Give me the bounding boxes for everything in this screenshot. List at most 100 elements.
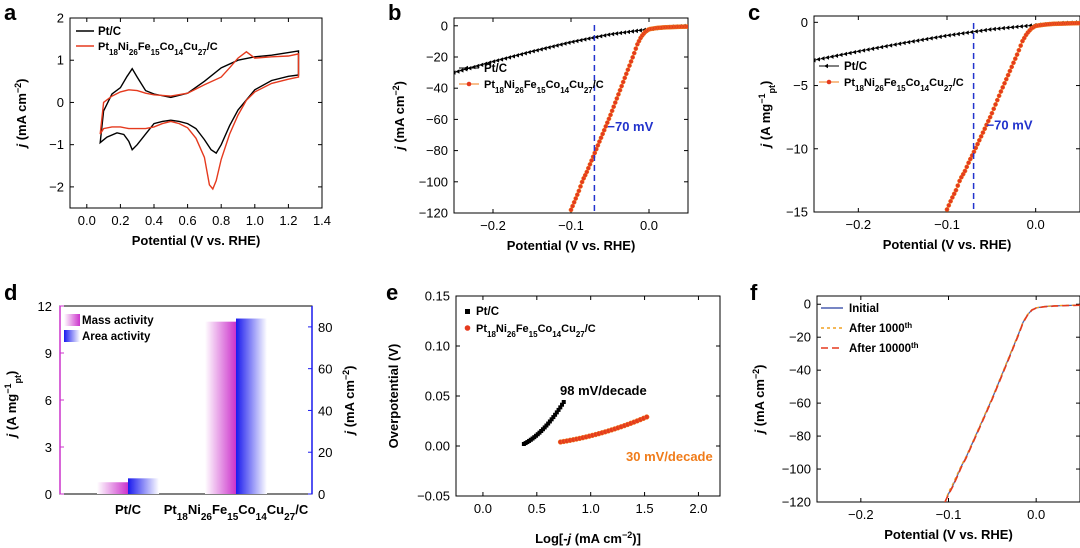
panel-c-alloy-line: [946, 22, 1080, 210]
panel-d-ytick-right-label: 20: [318, 445, 332, 460]
panel-c-alloy-marker: [1011, 60, 1016, 66]
panel-d-category-label: Pt18Ni26Fe15Co14Cu27/C: [164, 502, 309, 523]
panel-a-legend-label: Pt18Ni26Fe15Co14Cu27/C: [98, 41, 218, 57]
panel-c-alloy-marker: [964, 164, 970, 170]
panel-a-ytick-label: 0: [57, 95, 64, 110]
panel-d-ytick-left-label: 6: [45, 393, 52, 408]
panel-b-ptc-marker: [542, 46, 547, 51]
panel-c-legend-marker: [824, 63, 828, 69]
panel-b-xtick-label: −0.2: [480, 218, 506, 233]
panel-e-xtick-label: 2.0: [689, 501, 707, 516]
panel-c-ptc-marker: [820, 56, 825, 61]
panel-d-legend-label: Area activity: [82, 331, 151, 343]
panel-c-ptc-marker: [906, 39, 911, 45]
panel-d-ytick-right-label: 80: [318, 320, 332, 335]
panel-b-plot-area: [454, 23, 688, 213]
panel-c-alloy-marker: [955, 183, 961, 188]
panel-e-ylabel: Overpotential (V): [386, 344, 401, 449]
panel-b-alloy-marker: [630, 55, 636, 60]
panel-f-xlabel: Potential (V vs. RHE): [884, 527, 1013, 542]
panel-b-legend-label: Pt/C: [484, 63, 507, 75]
panel-b-ptc-marker: [522, 51, 527, 56]
panel-c-mass-polarization-chart: −0.2 −0.1 0.0 −15 −10 −5 0 −70 mV Pt/C Pt18Ni26Fe…: [757, 15, 1080, 252]
panel-b-alloy-marker: [625, 67, 631, 73]
panel-b-alloy-marker: [628, 59, 634, 64]
panel-a-series-alloy: [99, 50, 300, 191]
panel-c-alloy-marker: [1016, 47, 1022, 53]
panel-b-ptc-marker: [614, 31, 619, 36]
panel-a-xtick-label: 0.6: [179, 213, 197, 228]
panel-b-ptc-marker: [530, 49, 535, 54]
panel-b-legend-label: Pt18Ni26Fe15Co14Cu27/C: [484, 79, 604, 95]
panel-e-ptc-marker: [561, 400, 566, 404]
panel-c-ptc-marker: [1018, 24, 1023, 29]
panel-f-ytick-label: −20: [789, 330, 811, 345]
panel-c-alloy-marker: [1002, 80, 1007, 86]
panel-b-ptc-marker: [622, 30, 627, 35]
panel-b-alloy-marker: [631, 50, 637, 56]
panel-f-series-0: [944, 304, 1080, 502]
panel-a-plot-area: [99, 50, 300, 191]
panel-e-xtick-label: 0.0: [474, 501, 492, 516]
panel-b-vline-label: −70 mV: [607, 119, 653, 134]
panel-b-ptc-marker: [510, 54, 515, 59]
panel-c-ptc-line: [814, 21, 1080, 61]
panel-c-alloy-marker: [957, 178, 962, 184]
panel-a-axes-frame: [69, 17, 323, 209]
panel-e-ptc-marker: [556, 407, 561, 412]
panel-b-alloy-marker: [576, 188, 582, 194]
panel-b-alloy-marker: [611, 104, 617, 110]
panel-c-ptc-marker: [969, 29, 974, 35]
panel-b-ptc-marker: [554, 43, 559, 48]
panel-b-ptc-marker: [610, 31, 615, 37]
panel-d-ylabel-right: j (mA cm−2): [341, 365, 357, 436]
panel-d-bar-area-1: [236, 318, 267, 494]
panel-b-ptc-marker: [594, 34, 599, 40]
panel-c-alloy-marker: [951, 191, 957, 197]
panel-c-alloy-marker: [993, 102, 998, 107]
panel-f-legend-label: After 10000th: [849, 341, 919, 356]
panel-b-ptc-marker: [459, 68, 464, 73]
panel-c-ptc-marker: [973, 29, 978, 34]
panel-e-annotation-alloy: 30 mV/decade: [626, 449, 713, 464]
panel-c-xtick-label: −0.2: [845, 217, 871, 232]
panel-b-alloy-marker: [609, 108, 615, 114]
panel-e-legend-label: Pt18Ni26Fe15Co14Cu27/C: [476, 323, 596, 339]
panel-b-alloy-marker: [622, 75, 628, 81]
panel-a-legend-label: Pt/C: [98, 26, 121, 38]
panel-b-alloy-marker: [616, 92, 621, 97]
panel-c-ptc-marker: [874, 45, 879, 51]
panel-e-xtick-label: 1.5: [636, 501, 654, 516]
panel-b-ptc-marker: [637, 28, 642, 33]
panel-c-xtick-label: 0.0: [1027, 217, 1045, 232]
panel-b-ptc-marker: [454, 70, 456, 75]
panel-b-ptc-marker: [471, 64, 476, 70]
panel-c-vline-label: −70 mV: [987, 118, 1033, 133]
panel-c-ptc-marker: [910, 39, 915, 44]
panel-a-ytick-label: −1: [49, 137, 64, 152]
panel-e-ytick-label: 0.05: [425, 389, 450, 404]
panel-b-ptc-marker: [566, 40, 571, 45]
panel-b-alloy-marker: [685, 24, 688, 29]
panel-c-legend-marker: [826, 79, 832, 85]
panel-e-plot-area: [521, 400, 650, 446]
panel-a-xtick-label: 1.4: [313, 213, 331, 228]
panel-c-ptc-marker: [964, 30, 969, 35]
panel-c-plot-area: [814, 20, 1080, 212]
panel-d-legend-swatch: [64, 330, 80, 342]
panel-d-legend-label: Mass activity: [82, 315, 154, 327]
panel-c-ptc-marker: [987, 27, 992, 32]
panel-b-xtick-label: −0.1: [558, 218, 584, 233]
panel-c-ytick-label: −15: [786, 205, 808, 220]
panel-d-legend-swatch: [64, 314, 80, 326]
panel-e-annotation-ptc: 98 mV/decade: [560, 383, 647, 398]
panel-c-ptc-marker: [1000, 25, 1005, 31]
panel-e-ptc-marker: [558, 405, 563, 410]
panel-f-xtick-label: −0.2: [848, 507, 874, 522]
panel-d-bar-area-0: [128, 478, 159, 494]
panel-c-ptc-marker: [991, 26, 996, 32]
panel-e-legend-marker: [464, 325, 471, 331]
panel-e-ptc-marker: [546, 421, 551, 426]
panel-b-ptc-marker: [499, 57, 504, 62]
panel-c-ptc-marker: [924, 36, 929, 42]
